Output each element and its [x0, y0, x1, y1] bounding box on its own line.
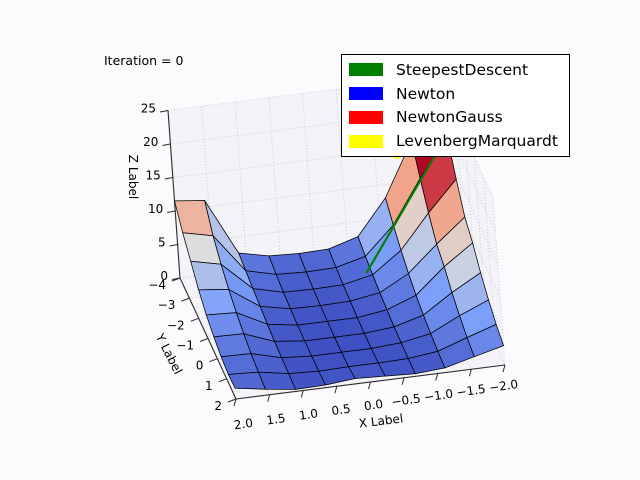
legend-swatch-icon — [349, 110, 383, 124]
grid-line — [234, 101, 248, 270]
z-tick-label: 15 — [146, 168, 161, 182]
y-tick-label: 0 — [196, 359, 204, 373]
x-tick — [401, 377, 405, 385]
grid-line — [473, 157, 487, 325]
x-tick-label: −0.5 — [391, 391, 422, 409]
grid-line — [369, 84, 383, 253]
y-tick — [190, 317, 199, 322]
z-tick-label: 20 — [143, 135, 158, 149]
plot-title: Iteration = 0 — [104, 53, 184, 68]
x-tick — [300, 390, 304, 398]
z-tick — [162, 143, 171, 146]
legend-swatch-icon — [349, 134, 383, 148]
x-tick-label: 1.0 — [298, 406, 319, 423]
legend-box: SteepestDescent Newton NewtonGauss Levenber… — [341, 54, 570, 158]
grid-line — [302, 93, 316, 262]
x-tick-label: 1.5 — [266, 411, 287, 428]
legend-item: SteepestDescent — [342, 58, 569, 82]
grid-line — [464, 136, 478, 305]
grid-line — [201, 106, 215, 274]
y-tick — [227, 398, 237, 403]
z-tick-label: 25 — [141, 101, 156, 115]
legend-swatch-icon — [349, 87, 383, 101]
z-tick — [159, 109, 169, 113]
x-tick — [267, 394, 271, 402]
surface — [174, 89, 504, 390]
grid-line — [172, 142, 442, 178]
legend-item: LevenbergMarquardt — [342, 129, 569, 153]
z-tick — [169, 243, 178, 247]
z-tick-label: 5 — [158, 235, 166, 249]
y-tick-label: 2 — [214, 399, 222, 413]
y-tick-label: −1 — [176, 338, 194, 352]
x-tick-label: 2.0 — [233, 416, 254, 433]
z-tick-label: 10 — [148, 202, 163, 216]
x-tick-label: −2.0 — [488, 377, 519, 395]
y-tick-label: 1 — [205, 379, 213, 393]
x-tick-label: 0.5 — [331, 402, 352, 419]
grid-line — [335, 89, 349, 257]
grid-line — [175, 176, 445, 212]
y-tick-label: −3 — [158, 298, 176, 312]
x-tick — [368, 381, 371, 390]
grid-line — [492, 197, 506, 366]
x-tick — [334, 386, 338, 394]
z-tick — [164, 176, 173, 180]
x-tick-label: 0.0 — [363, 397, 384, 414]
legend-swatch-icon — [349, 63, 383, 77]
z-tick — [171, 277, 181, 280]
x-tick-label: −1.0 — [423, 387, 454, 405]
legend-item: NewtonGauss — [342, 106, 569, 130]
x-tick — [233, 398, 237, 407]
y-tick — [181, 297, 190, 302]
z-axis-label: Z Label — [126, 154, 140, 200]
y-tick — [209, 358, 218, 363]
grid-line — [483, 177, 497, 345]
x-tick — [435, 373, 439, 381]
x-tick-label: −1.5 — [456, 382, 487, 400]
legend-item: Newton — [342, 82, 569, 106]
y-tick-label: −4 — [148, 278, 166, 292]
x-tick — [468, 369, 472, 377]
y-tick — [199, 338, 209, 342]
grid-line — [170, 109, 440, 145]
grid-line — [167, 75, 438, 111]
z-axis-spine — [167, 110, 181, 279]
legend-label: NewtonGauss — [396, 108, 503, 127]
y-tick — [218, 378, 227, 383]
z-tick-label: 0 — [160, 269, 168, 283]
x-tick — [502, 364, 506, 373]
legend-label: SteepestDescent — [396, 60, 529, 79]
y-tick-label: −2 — [167, 318, 185, 332]
grid-line — [268, 97, 282, 266]
grid-line — [455, 116, 469, 285]
legend-label: LevenbergMarquardt — [396, 132, 558, 151]
z-tick — [167, 210, 176, 213]
axis-ticks: 2.0 1.5 1.0 0.5 0.0 −0.5 −1.0 −1.5 −2.0−4−3−2−10… — [141, 101, 519, 432]
surface-quad — [227, 371, 266, 390]
legend-label: Newton — [396, 84, 456, 103]
